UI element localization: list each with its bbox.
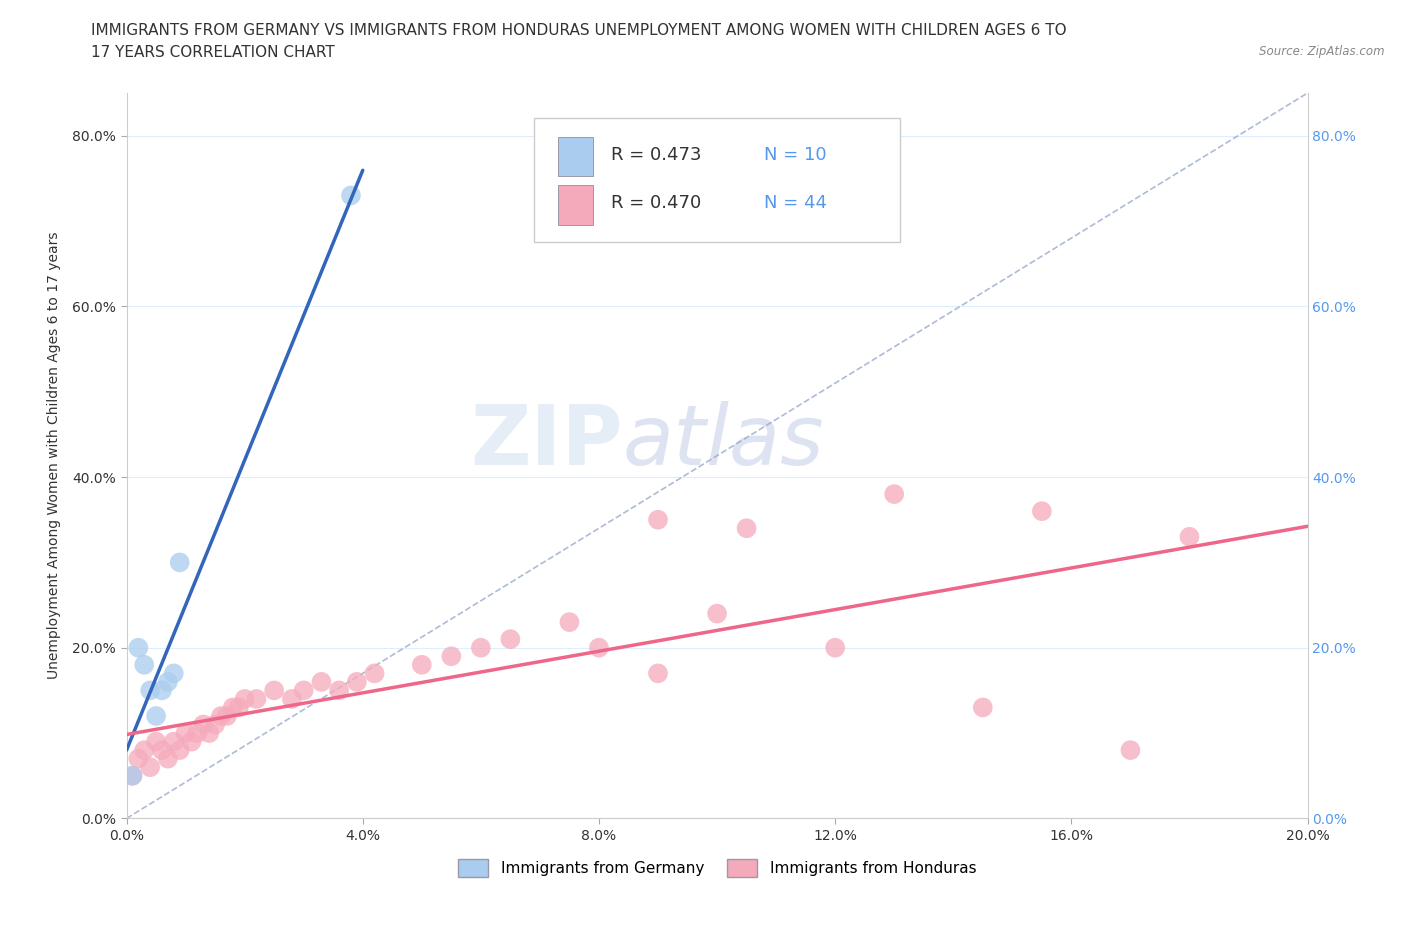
Point bbox=[139, 760, 162, 775]
Point bbox=[735, 521, 758, 536]
Point bbox=[215, 709, 238, 724]
Point bbox=[363, 666, 385, 681]
Legend: Immigrants from Germany, Immigrants from Honduras: Immigrants from Germany, Immigrants from… bbox=[451, 853, 983, 884]
Point bbox=[134, 743, 156, 758]
Point bbox=[121, 768, 143, 783]
Point bbox=[588, 640, 610, 655]
Point bbox=[411, 658, 433, 672]
Point bbox=[163, 666, 186, 681]
Point bbox=[647, 512, 669, 527]
Y-axis label: Unemployment Among Women with Children Ages 6 to 17 years: Unemployment Among Women with Children A… bbox=[48, 232, 60, 680]
Point bbox=[163, 734, 186, 749]
Text: Source: ZipAtlas.com: Source: ZipAtlas.com bbox=[1260, 45, 1385, 58]
Point bbox=[558, 615, 581, 630]
Point bbox=[1119, 743, 1142, 758]
FancyBboxPatch shape bbox=[558, 185, 593, 225]
Point bbox=[134, 658, 156, 672]
Text: ZIP: ZIP bbox=[470, 401, 623, 482]
FancyBboxPatch shape bbox=[558, 137, 593, 177]
Point bbox=[1031, 504, 1053, 519]
Point bbox=[145, 734, 167, 749]
Point bbox=[127, 751, 149, 766]
Point bbox=[470, 640, 492, 655]
Text: R = 0.473: R = 0.473 bbox=[610, 146, 702, 164]
Point bbox=[180, 734, 202, 749]
Point bbox=[972, 700, 994, 715]
Point bbox=[222, 700, 245, 715]
Point bbox=[121, 768, 143, 783]
Point bbox=[150, 743, 173, 758]
Point bbox=[233, 692, 256, 707]
Text: 17 YEARS CORRELATION CHART: 17 YEARS CORRELATION CHART bbox=[91, 45, 335, 60]
Point bbox=[311, 674, 333, 689]
Point bbox=[883, 486, 905, 501]
Point bbox=[245, 692, 267, 707]
Point bbox=[440, 649, 463, 664]
Point bbox=[292, 683, 315, 698]
Point bbox=[204, 717, 226, 732]
Point bbox=[346, 674, 368, 689]
Point bbox=[198, 725, 221, 740]
Point bbox=[647, 666, 669, 681]
Point bbox=[186, 725, 208, 740]
Text: R = 0.470: R = 0.470 bbox=[610, 194, 702, 212]
Point bbox=[139, 683, 162, 698]
Text: atlas: atlas bbox=[623, 401, 824, 482]
Point bbox=[145, 709, 167, 724]
Point bbox=[174, 725, 197, 740]
Point bbox=[281, 692, 304, 707]
Point bbox=[1178, 529, 1201, 544]
Point bbox=[156, 751, 179, 766]
Point bbox=[824, 640, 846, 655]
Point bbox=[127, 640, 149, 655]
Point bbox=[228, 700, 250, 715]
Point bbox=[209, 709, 232, 724]
Point bbox=[193, 717, 215, 732]
Point bbox=[169, 743, 191, 758]
Point bbox=[169, 555, 191, 570]
Point bbox=[156, 674, 179, 689]
Point bbox=[328, 683, 350, 698]
Point bbox=[499, 631, 522, 646]
Text: N = 10: N = 10 bbox=[765, 146, 827, 164]
Text: N = 44: N = 44 bbox=[765, 194, 827, 212]
Point bbox=[150, 683, 173, 698]
Text: IMMIGRANTS FROM GERMANY VS IMMIGRANTS FROM HONDURAS UNEMPLOYMENT AMONG WOMEN WIT: IMMIGRANTS FROM GERMANY VS IMMIGRANTS FR… bbox=[91, 23, 1067, 38]
Point bbox=[706, 606, 728, 621]
Point bbox=[340, 188, 363, 203]
Point bbox=[263, 683, 285, 698]
FancyBboxPatch shape bbox=[534, 118, 900, 242]
